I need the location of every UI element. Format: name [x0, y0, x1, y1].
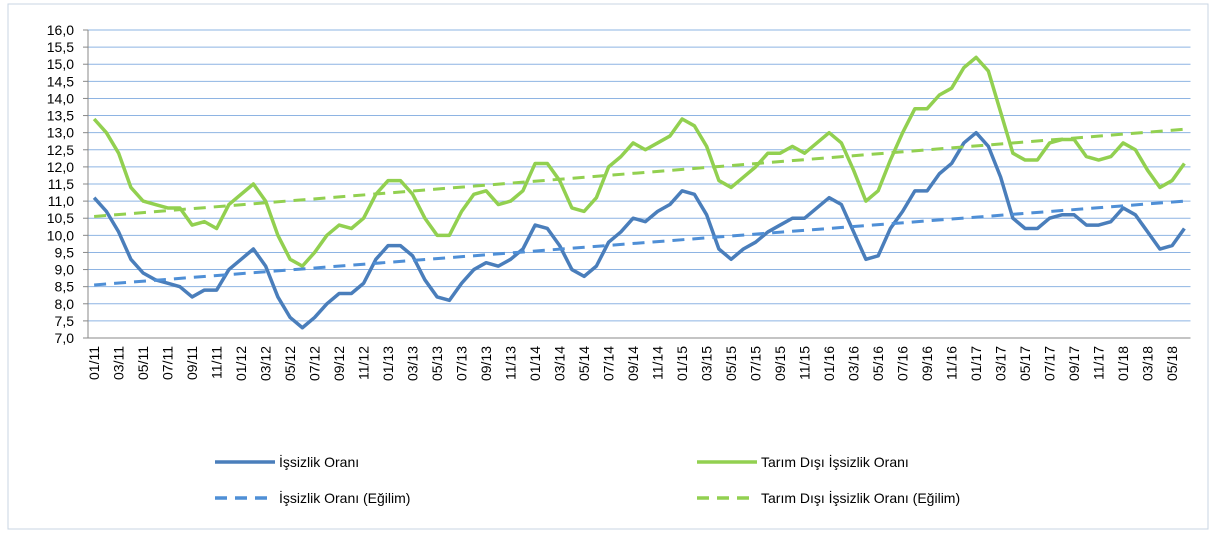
x-tick-label: 09/17 — [1066, 346, 1082, 381]
x-tick-label: 11/16 — [944, 346, 960, 380]
legend-label: İşsizlik Oranı — [279, 453, 359, 470]
y-tick-label: 10,0 — [47, 227, 74, 243]
x-tick-label: 05/17 — [1017, 346, 1033, 381]
y-tick-label: 11,0 — [48, 193, 74, 209]
chart-border — [7, 3, 1209, 530]
x-tick-label: 03/16 — [846, 346, 862, 381]
x-tick-label: 07/15 — [748, 346, 764, 381]
x-tick-label: 07/17 — [1042, 346, 1058, 381]
x-tick-label: 01/14 — [527, 346, 543, 381]
x-tick-label: 11/13 — [503, 346, 519, 380]
data-line — [92, 130, 1186, 330]
x-tick-label: 05/11 — [135, 346, 151, 380]
x-tick-label: 11/17 — [1091, 346, 1107, 380]
data-line — [92, 55, 1186, 268]
x-tick-label: 11/12 — [356, 346, 372, 380]
y-tick-label: 8,5 — [55, 279, 75, 295]
x-tick-label: 03/14 — [552, 346, 568, 381]
legend-label: İşsizlik Oranı (Eğilim) — [279, 489, 410, 506]
x-tick-label: 01/11 — [86, 346, 102, 380]
x-tick-label: 11/15 — [797, 346, 813, 380]
y-tick-label: 13,0 — [47, 125, 74, 141]
legend-label: Tarım Dışı İşsizlik Oranı (Eğilim) — [761, 489, 960, 506]
x-tick-label: 09/13 — [478, 346, 494, 381]
x-tick-label: 11/11 — [209, 346, 225, 379]
x-tick-label: 01/18 — [1115, 346, 1131, 381]
y-tick-label: 7,0 — [55, 330, 75, 346]
trend-line — [94, 127, 1185, 219]
y-tick-label: 10,5 — [47, 210, 74, 226]
x-tick-label: 09/15 — [772, 346, 788, 381]
x-tick-label: 01/15 — [674, 346, 690, 381]
x-tick-label: 05/12 — [282, 346, 298, 381]
trend-line — [94, 199, 1185, 287]
x-tick-label: 07/13 — [454, 346, 470, 381]
x-tick-label: 03/12 — [258, 346, 274, 381]
y-tick-label: 14,0 — [47, 90, 74, 106]
y-tick-label: 9,0 — [55, 262, 75, 278]
x-tick-label: 09/16 — [919, 346, 935, 381]
y-tick-label: 7,5 — [55, 313, 75, 329]
x-tick-label: 09/12 — [331, 346, 347, 381]
y-tick-label: 16,0 — [47, 22, 74, 38]
x-tick-label: 07/12 — [307, 346, 323, 381]
x-tick-label: 03/11 — [111, 346, 127, 380]
y-tick-label: 12,5 — [47, 142, 74, 158]
x-tick-label: 09/14 — [625, 346, 641, 381]
y-tick-label: 11,5 — [48, 176, 74, 192]
y-tick-label: 15,0 — [47, 56, 74, 72]
x-tick-label: 05/16 — [870, 346, 886, 381]
x-tick-label: 05/18 — [1164, 346, 1180, 381]
y-tick-label: 8,0 — [55, 296, 75, 312]
x-tick-label: 05/15 — [723, 346, 739, 381]
y-tick-label: 14,5 — [47, 73, 74, 89]
x-tick-label: 01/17 — [968, 346, 984, 381]
x-tick-label: 07/11 — [160, 346, 176, 380]
y-tick-label: 9,5 — [55, 244, 75, 260]
x-tick-label: 07/16 — [895, 346, 911, 381]
x-tick-label: 07/14 — [601, 346, 617, 381]
x-tick-label: 03/15 — [699, 346, 715, 381]
x-tick-label: 01/13 — [380, 346, 396, 381]
x-tick-label: 11/14 — [650, 346, 666, 380]
x-tick-label: 03/18 — [1140, 346, 1156, 381]
y-tick-label: 15,5 — [47, 39, 74, 55]
x-tick-label: 05/13 — [429, 346, 445, 381]
legend-label: Tarım Dışı İşsizlik Oranı — [761, 453, 909, 470]
x-tick-label: 03/17 — [993, 346, 1009, 381]
x-tick-label: 01/16 — [821, 346, 837, 381]
x-tick-label: 03/13 — [405, 346, 421, 381]
x-tick-label: 05/14 — [576, 346, 592, 381]
y-tick-label: 13,5 — [47, 108, 74, 124]
x-tick-label: 09/11 — [184, 346, 200, 380]
y-tick-label: 12,0 — [47, 159, 74, 175]
x-tick-label: 01/12 — [233, 346, 249, 381]
